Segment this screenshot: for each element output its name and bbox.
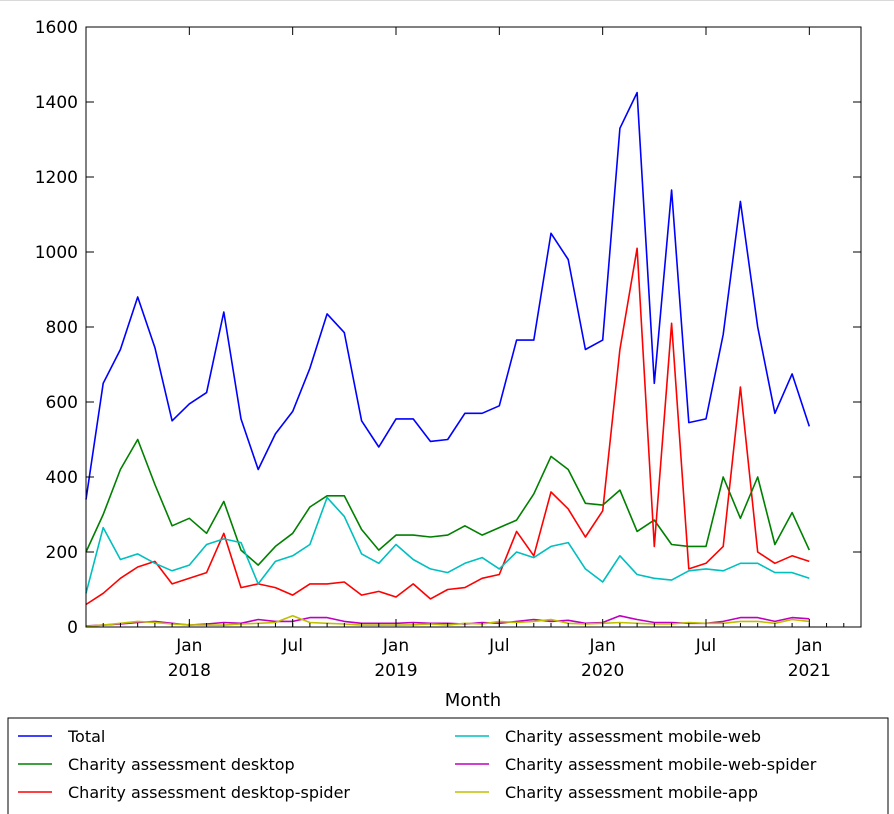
y-tick-label: 800 — [46, 318, 78, 338]
legend-label: Total — [67, 727, 105, 746]
y-axis: 0 200 400 600 800 1000 1200 1400 1600 — [35, 18, 861, 638]
x-tick-label: Jan — [175, 636, 202, 656]
x-tick-label: Jul — [488, 636, 510, 656]
y-tick-label: 1000 — [35, 243, 78, 263]
x-tick-year-label: 2019 — [374, 661, 417, 681]
series-line-3 — [85, 496, 810, 594]
y-tick-label: 1400 — [35, 93, 78, 113]
plot-frame — [85, 26, 862, 628]
x-tick-label: Jan — [382, 636, 409, 656]
top-border — [0, 0, 894, 1]
y-tick-label: 1200 — [35, 168, 78, 188]
x-tick-year-label: 2021 — [788, 661, 831, 681]
legend-frame — [7, 717, 889, 814]
series-line-2 — [85, 247, 810, 606]
y-tick-label: 1600 — [35, 18, 78, 38]
x-tick-label: Jul — [695, 636, 717, 656]
legend-label: Charity assessment desktop — [68, 755, 295, 774]
x-axis-title: Month — [445, 690, 501, 711]
x-tick-year-label: 2018 — [168, 661, 211, 681]
legend-label: Charity assessment desktop-spider — [68, 783, 350, 802]
legend-label: Charity assessment mobile-web — [505, 727, 761, 746]
x-tick-year-label: 2020 — [581, 661, 624, 681]
y-tick-label: 600 — [46, 393, 78, 413]
x-tick-label: Jul — [281, 636, 303, 656]
legend-label: Charity assessment mobile-app — [505, 783, 758, 802]
series-layer — [85, 91, 811, 628]
x-axis: Jan 2018 Jul Jan 2019 Jul Jan 2020 Jul Jan 2021 — [85, 27, 862, 681]
series-line-1 — [85, 438, 811, 566]
x-tick-label: Jan — [589, 636, 616, 656]
y-tick-label: 200 — [46, 543, 78, 563]
y-tick-label: 0 — [67, 618, 78, 638]
legend: Total Charity assessment desktop Charity a… — [7, 717, 889, 814]
y-tick-label: 400 — [46, 468, 78, 488]
series-line-0 — [85, 91, 811, 500]
x-tick-label: Jan — [795, 636, 822, 656]
legend-label: Charity assessment mobile-web-spider — [505, 755, 817, 774]
